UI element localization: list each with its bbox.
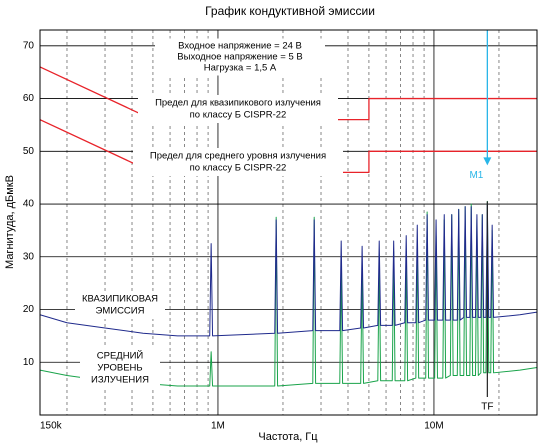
x-tick-label: 150k [40,421,63,432]
y-tick-label: 30 [23,251,35,262]
avg-limit-note-box [133,148,343,176]
series-line [39,66,537,121]
conditions-note-box [155,38,325,76]
y-tick-label: 20 [23,304,35,315]
qp-limit-note: Предел для квазипикового излучения [155,98,321,109]
marker-label: M1 [469,170,483,181]
conditions-note: Выходное напряжение = 5 В [177,52,302,63]
x-axis-label: Частота, Гц [258,431,318,443]
series-line [39,119,537,174]
avg-limit-note: Предел для среднего уровня излучения [150,151,326,162]
qp-label-box [75,291,165,319]
qp-label: ЭМИССИЯ [96,306,145,317]
chart-title: График кондуктивной эмиссии [205,4,375,18]
y-tick-label: 40 [23,199,35,210]
y-axis-label: Магнитуда, дБмкВ [4,175,16,269]
qp-limit-note: по классу Б CISPR-22 [190,110,287,121]
y-tick-label: 10 [23,357,35,368]
plot-frame [39,29,538,416]
y-tick-label: 50 [23,146,35,157]
marker-arrow [483,157,492,166]
series-line [39,203,538,337]
x-tick-label: 1M [211,421,225,432]
conditions-note: Входное напряжение = 24 В [178,41,302,52]
x-tick-label: 10M [424,421,443,432]
series-line [39,200,538,387]
avg-label: СРЕДНИЙ [97,350,144,362]
y-tick-label: 60 [23,93,35,104]
avg-label: УРОВЕНЬ [97,363,142,374]
avg-label-box [80,348,160,388]
qp-limit-note-box [138,95,338,123]
tf-label: TF [481,402,493,413]
qp-label: КВАЗИПИКОВАЯ [82,294,158,305]
avg-limit-note: по классу Б CISPR-22 [190,163,287,174]
y-tick-label: 70 [23,40,35,51]
conditions-note: Нагрузка = 1,5 А [204,63,277,74]
avg-label: ИЗЛУЧЕНИЯ [91,375,149,386]
